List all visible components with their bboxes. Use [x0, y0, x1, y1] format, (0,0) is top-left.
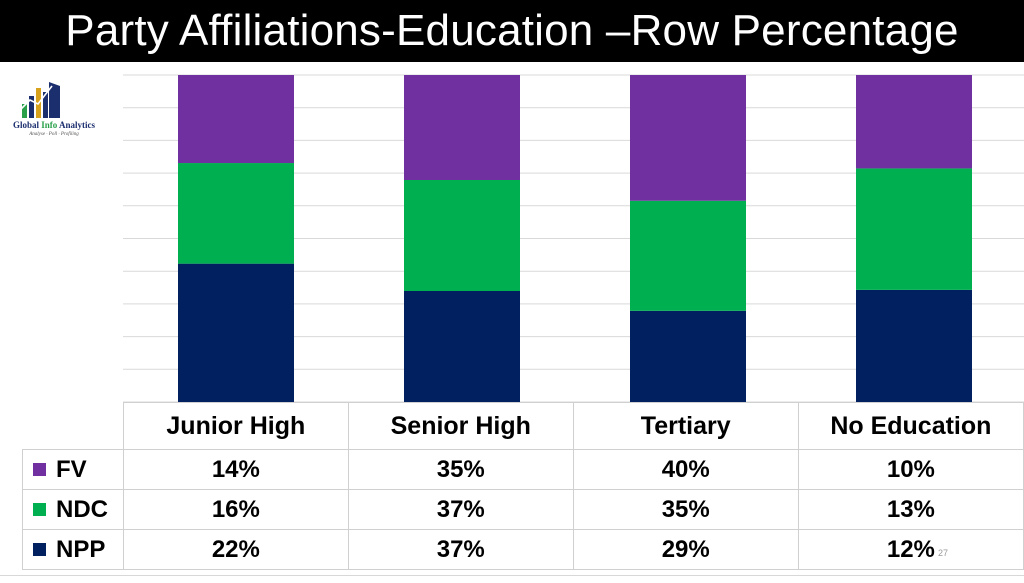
legend-entry-ndc: NDC [22, 489, 124, 530]
table-row-fv: FV 14% 35% 40% 10% [22, 449, 1024, 490]
table-row-npp: NPP 22% 37% 29% 12% [22, 529, 1024, 570]
bottom-divider [0, 575, 1024, 576]
table-header-row: Junior High Senior High Tertiary No Educ… [22, 402, 1024, 450]
logo: Global Info Analytics Analyse · Poll · P… [6, 76, 116, 146]
bar-npp-tertiary [630, 310, 746, 402]
bar-npp-senior-high [404, 291, 520, 402]
value-fv-senior-high: 35% [347, 449, 574, 490]
bar-fv-tertiary [630, 75, 746, 201]
value-ndc-no-education: 13% [797, 489, 1024, 530]
legend-label-npp: NPP [56, 535, 106, 563]
category-header-no-education: No Education [797, 402, 1024, 450]
bar-npp-junior-high [178, 263, 294, 402]
bar-ndc-senior-high [404, 180, 520, 291]
table-corner-cell [22, 402, 124, 450]
bar-fv-no-education [856, 75, 972, 169]
value-ndc-junior-high: 16% [122, 489, 349, 530]
bar-ndc-junior-high [178, 163, 294, 264]
value-fv-no-education: 10% [797, 449, 1024, 490]
legend-label-ndc: NDC [56, 495, 108, 523]
chart-title: Party Affiliations-Education –Row Percen… [0, 0, 1024, 62]
category-header-senior-high: Senior High [347, 402, 574, 450]
category-header-junior-high: Junior High [122, 402, 349, 450]
bar-fv-senior-high [404, 75, 520, 180]
value-npp-senior-high: 37% [347, 529, 574, 570]
slide-number: 27 [938, 548, 949, 558]
value-ndc-tertiary: 35% [572, 489, 799, 530]
value-npp-no-education: 12% [797, 529, 1024, 570]
table-row-ndc: NDC 16% 37% 35% 13% [22, 489, 1024, 530]
logo-bars-icon [19, 82, 60, 118]
legend-label-fv: FV [56, 455, 87, 483]
legend-swatch-ndc [33, 502, 46, 516]
value-npp-junior-high: 22% [122, 529, 349, 570]
legend-entry-fv: FV [22, 449, 124, 490]
data-table: Junior High Senior High Tertiary No Educ… [22, 402, 1024, 570]
logo-tagline: Analyse · Poll · Profiling [29, 132, 79, 137]
logo-name: Global Info Analytics [12, 120, 96, 130]
category-header-tertiary: Tertiary [572, 402, 799, 450]
value-ndc-senior-high: 37% [347, 489, 574, 530]
bar-ndc-no-education [856, 168, 972, 290]
value-fv-tertiary: 40% [572, 449, 799, 490]
legend-entry-npp: NPP [22, 529, 124, 570]
value-npp-tertiary: 29% [572, 529, 799, 570]
bar-fv-junior-high [178, 75, 294, 164]
value-fv-junior-high: 14% [122, 449, 349, 490]
bar-ndc-tertiary [630, 200, 746, 311]
legend-swatch-npp [33, 542, 46, 556]
bar-npp-no-education [856, 289, 972, 402]
legend-swatch-fv [33, 462, 46, 476]
